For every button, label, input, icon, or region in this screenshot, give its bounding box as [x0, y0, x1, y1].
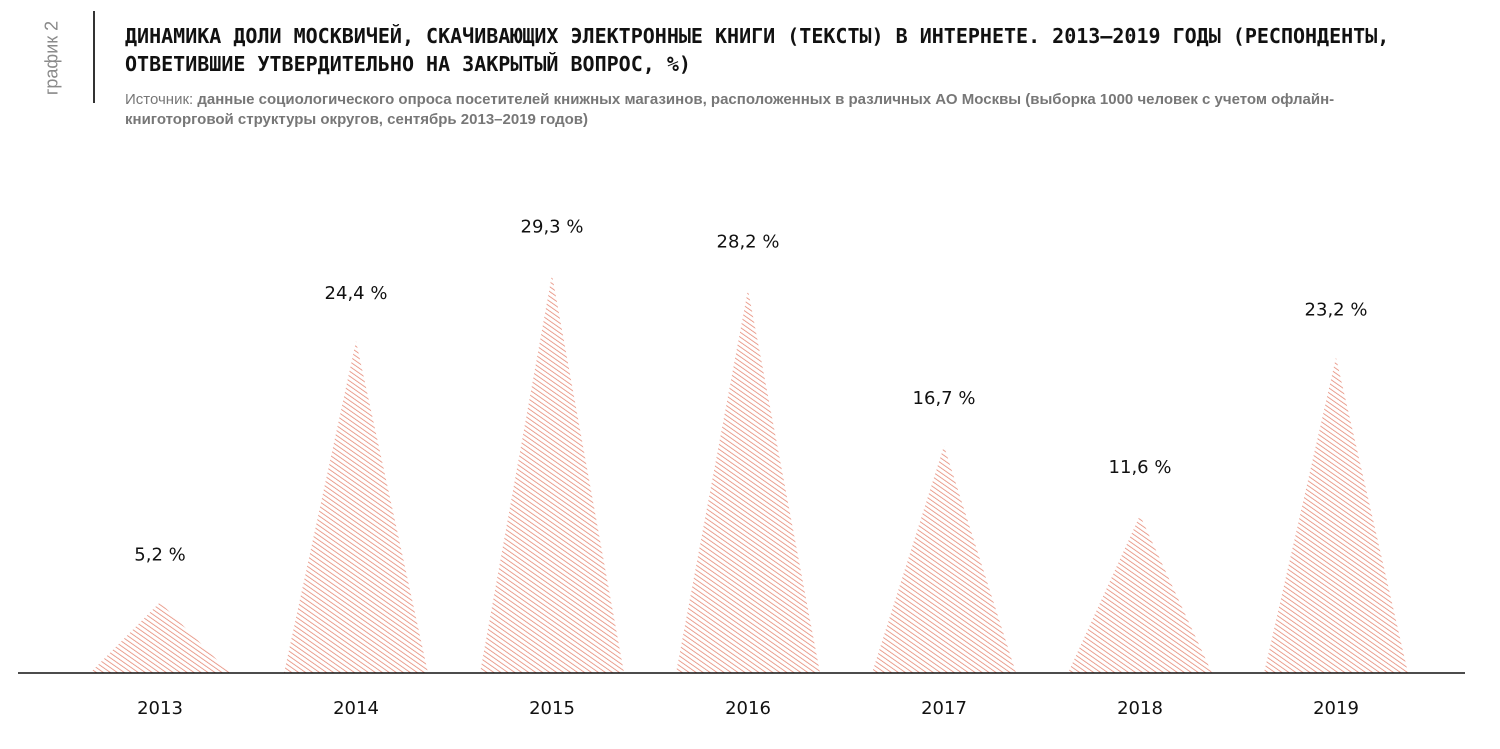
x-tick-label-2014: 2014 [333, 698, 379, 719]
triangle-bar-2017 [872, 445, 1016, 673]
chart-title: ДИНАМИКА ДОЛИ МОСКВИЧЕЙ, СКАЧИВАЮЩИХ ЭЛЕ… [125, 24, 1390, 76]
x-tick-label-2017: 2017 [921, 698, 967, 719]
x-tick-label-2013: 2013 [137, 698, 183, 719]
value-label-2014: 24,4 % [325, 283, 388, 304]
value-label-2015: 29,3 % [521, 217, 584, 238]
x-tick-label-2019: 2019 [1313, 698, 1359, 719]
source-prefix: Источник: [125, 91, 198, 108]
triangle-bar-2019 [1264, 357, 1408, 673]
triangle-bar-2013 [90, 602, 230, 673]
source-text: данные социологического опроса посетител… [125, 91, 1335, 128]
chart-source: Источник: данные социологического опроса… [125, 90, 1385, 130]
triangle-bar-2018 [1068, 515, 1212, 673]
chart-labels: 5,2 % 2013 24,4 % 2014 29,3 % 2015 28,2 % 2016 1… [134, 217, 1367, 719]
triangle-bar-2016 [676, 289, 820, 673]
chart-marks [90, 274, 1408, 673]
value-label-2018: 11,6 % [1109, 457, 1172, 478]
value-label-2019: 23,2 % [1305, 299, 1368, 320]
value-label-2013: 5,2 % [134, 544, 185, 565]
x-tick-label-2015: 2015 [529, 698, 575, 719]
header-divider [93, 11, 95, 103]
triangle-bar-2015 [480, 274, 624, 673]
x-tick-label-2018: 2018 [1117, 698, 1163, 719]
x-tick-label-2016: 2016 [725, 698, 771, 719]
value-label-2016: 28,2 % [717, 231, 780, 252]
value-label-2017: 16,7 % [913, 388, 976, 409]
triangle-bar-2014 [284, 341, 428, 673]
